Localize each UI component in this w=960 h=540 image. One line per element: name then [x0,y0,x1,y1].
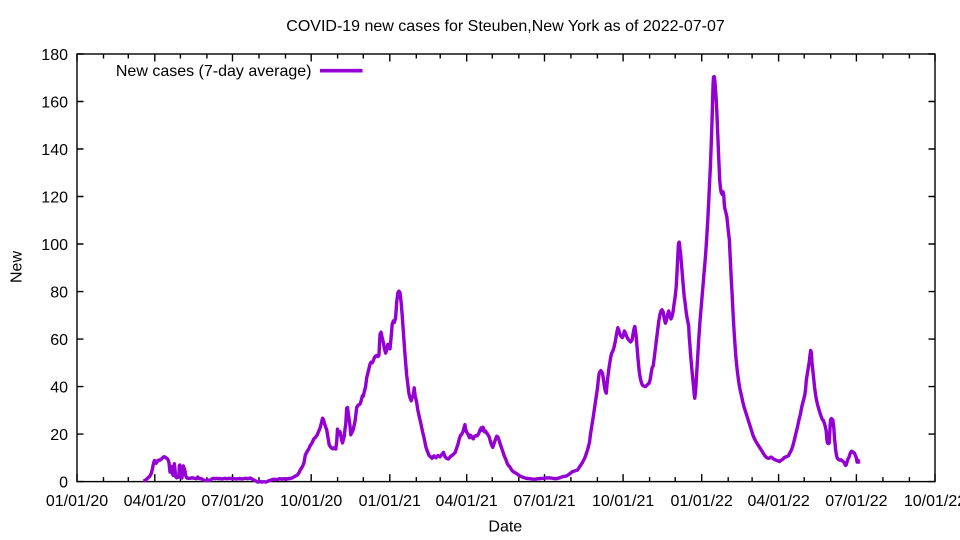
svg-text:100: 100 [41,237,68,254]
svg-text:04/01/20: 04/01/20 [124,493,186,510]
svg-text:40: 40 [50,380,68,397]
svg-text:07/01/20: 07/01/20 [201,493,263,510]
svg-text:07/01/21: 07/01/21 [513,493,575,510]
svg-text:0: 0 [59,475,68,492]
svg-text:120: 120 [41,189,68,206]
svg-text:20: 20 [50,427,68,444]
svg-text:07/01/22: 07/01/22 [825,493,887,510]
svg-text:60: 60 [50,332,68,349]
svg-text:160: 160 [41,94,68,111]
svg-text:New: New [9,251,26,283]
svg-text:10/01/22: 10/01/22 [904,493,960,510]
svg-text:04/01/21: 04/01/21 [436,493,498,510]
svg-text:New cases (7-day average): New cases (7-day average) [116,63,312,80]
svg-text:80: 80 [50,285,68,302]
svg-text:01/01/22: 01/01/22 [671,493,733,510]
svg-text:COVID-19 new cases for Steuben: COVID-19 new cases for Steuben,New York … [286,18,725,35]
svg-text:04/01/22: 04/01/22 [747,493,809,510]
svg-text:Date: Date [488,519,522,536]
svg-text:01/01/20: 01/01/20 [46,493,108,510]
svg-text:140: 140 [41,142,68,159]
svg-text:10/01/21: 10/01/21 [592,493,654,510]
svg-text:10/01/20: 10/01/20 [280,493,342,510]
svg-text:180: 180 [41,47,68,64]
svg-text:01/01/21: 01/01/21 [359,493,421,510]
